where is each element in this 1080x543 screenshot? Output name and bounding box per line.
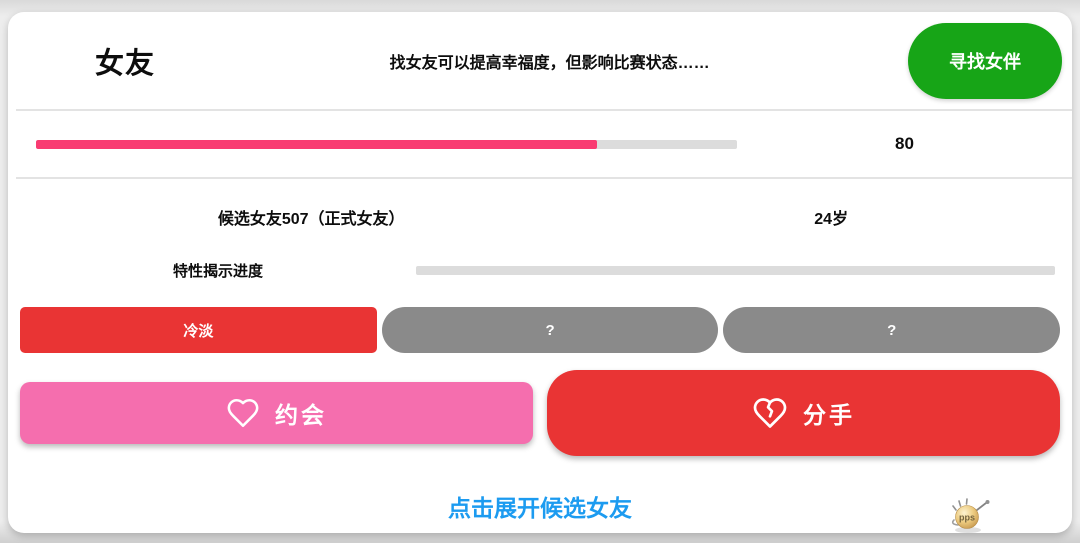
header-divider [16, 109, 1072, 111]
expand-row: 点击展开候选女友 [8, 489, 1072, 523]
page-subtitle: 找女友可以提高幸福度，但影响比赛状态…… [389, 54, 710, 72]
date-button[interactable]: 约会 [20, 382, 533, 444]
trait-chip-hidden-1: ? [381, 307, 719, 353]
happiness-divider [16, 177, 1072, 179]
pps-watermark-icon: pps [944, 496, 994, 534]
happiness-progress-bar [36, 139, 737, 149]
girlfriend-age: 24岁 [814, 211, 849, 228]
date-button-label: 约会 [275, 402, 327, 428]
page-title: 女友 [95, 47, 156, 80]
traits-row: 冷淡 ? ? [8, 307, 1072, 353]
happiness-progress-fill [36, 139, 597, 149]
find-girlfriend-button[interactable]: 寻找女伴 [908, 22, 1062, 99]
trait-progress-label: 特性揭示进度 [172, 263, 263, 280]
watermark-text: pps [959, 513, 975, 523]
happiness-row: 80 [8, 111, 1072, 177]
panel-header: 女友 找女友可以提高幸福度，但影响比赛状态…… 寻找女伴 [8, 12, 1072, 109]
heart-icon [226, 396, 260, 430]
girlfriend-name: 候选女友507（正式女友） [217, 211, 405, 228]
trait-progress-row: 特性揭示进度 [8, 260, 1072, 281]
trait-chip-hidden-2: ? [723, 307, 1060, 353]
trait-progress-bar [416, 266, 1055, 275]
trait-chip-revealed: 冷淡 [20, 307, 377, 353]
broken-heart-icon [752, 395, 788, 431]
girlfriend-info-row: 候选女友507（正式女友） 24岁 [8, 205, 1072, 229]
actions-row: 约会 分手 [8, 363, 1072, 463]
expand-candidates-link[interactable]: 点击展开候选女友 [448, 495, 632, 521]
girlfriend-panel: 女友 找女友可以提高幸福度，但影响比赛状态…… 寻找女伴 80 候选女友507（… [8, 12, 1072, 533]
breakup-button[interactable]: 分手 [547, 370, 1060, 456]
happiness-value: 80 [895, 134, 914, 153]
breakup-button-label: 分手 [803, 402, 855, 428]
